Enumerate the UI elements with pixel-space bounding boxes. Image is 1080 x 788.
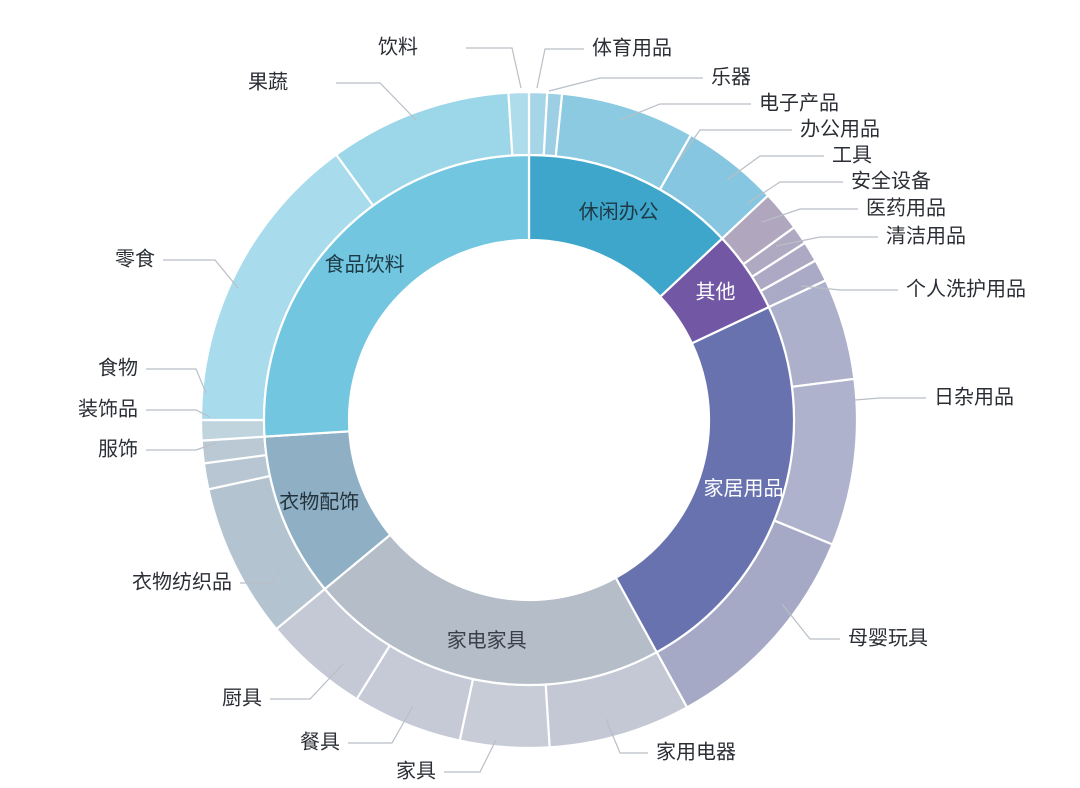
leader-line bbox=[146, 442, 217, 451]
leader-line bbox=[548, 77, 703, 92]
leader-line bbox=[336, 82, 417, 121]
leader-line bbox=[146, 368, 207, 394]
leader-line bbox=[240, 562, 285, 584]
outer-ring-group: 体育用品乐器电子产品办公用品工具安全设备医药用品清洁用品个人洗护用品日杂用品母婴… bbox=[199, 90, 859, 750]
outer-ring-callout-label: 电子产品 bbox=[759, 91, 839, 114]
outer-ring-callout-label: 清洁用品 bbox=[886, 224, 966, 247]
leader-line bbox=[854, 397, 926, 401]
outer-ring-callout-label: 办公用品 bbox=[800, 117, 880, 140]
leader-line bbox=[444, 739, 497, 773]
inner-ring-label: 家居用品 bbox=[704, 477, 784, 500]
leader-line bbox=[536, 48, 584, 89]
outer-ring-callout-label: 安全设备 bbox=[851, 169, 931, 192]
inner-ring-segment[interactable]: 食品饮料 bbox=[262, 153, 531, 438]
leader-line bbox=[677, 129, 792, 162]
outer-ring-callout-label: 装饰品 bbox=[78, 397, 138, 420]
outer-ring-callout-label: 家用电器 bbox=[656, 740, 736, 763]
inner-ring-label: 衣物配饰 bbox=[279, 490, 359, 513]
inner-ring-label: 家电家具 bbox=[447, 629, 527, 652]
outer-ring-callout-label: 母婴玩具 bbox=[848, 627, 928, 649]
leader-line bbox=[775, 236, 878, 247]
outer-ring-callout-label: 果蔬 bbox=[248, 70, 288, 93]
leader-line bbox=[605, 718, 648, 754]
outer-ring-callout-label: 衣物纺织品 bbox=[132, 570, 232, 593]
inner-ring-label: 食品饮料 bbox=[325, 253, 405, 276]
inner-ring-segment[interactable]: 家电家具 bbox=[323, 533, 659, 687]
outer-ring-callout-label: 家具 bbox=[396, 759, 436, 782]
outer-ring-callout-label: 个人洗护用品 bbox=[906, 277, 1026, 300]
inner-ring-segment[interactable]: 家居用品 bbox=[614, 305, 796, 654]
leader-line bbox=[348, 705, 414, 744]
outer-ring-callout-label: 厨具 bbox=[222, 687, 262, 709]
outer-ring-segment[interactable]: 饮料 bbox=[507, 90, 531, 157]
outer-ring-segment[interactable]: 家具 bbox=[458, 677, 551, 750]
inner-ring-label: 休闲办公 bbox=[579, 200, 659, 223]
leader-line bbox=[781, 603, 840, 640]
callout-label-group: 饮料果蔬体育用品乐器电子产品办公用品工具安全设备医药用品清洁用品个人洗护用品日杂… bbox=[78, 35, 1026, 782]
leader-line bbox=[619, 103, 751, 121]
outer-ring-callout-label: 体育用品 bbox=[592, 36, 672, 59]
leader-line bbox=[800, 285, 898, 291]
leader-line-group bbox=[146, 47, 926, 773]
outer-ring-segment[interactable]: 食物 bbox=[199, 418, 266, 442]
outer-ring-callout-label: 饮料 bbox=[378, 35, 418, 58]
leader-line bbox=[146, 409, 211, 418]
outer-ring-callout-label: 零食 bbox=[115, 247, 155, 270]
outer-ring-callout-label: 食物 bbox=[98, 356, 138, 379]
leader-line bbox=[466, 47, 522, 89]
leader-line bbox=[270, 663, 344, 700]
outer-ring-callout-label: 乐器 bbox=[711, 65, 751, 88]
inner-ring-label: 其他 bbox=[696, 281, 736, 304]
outer-ring-callout-label: 餐具 bbox=[300, 730, 340, 753]
leader-line bbox=[163, 259, 239, 289]
leader-line bbox=[747, 181, 843, 204]
outer-ring-callout-label: 日杂用品 bbox=[934, 385, 1014, 408]
leader-line bbox=[726, 155, 824, 181]
leader-line bbox=[761, 208, 858, 223]
outer-ring-callout-label: 服饰 bbox=[98, 437, 138, 460]
outer-ring-callout-label: 工具 bbox=[832, 144, 872, 166]
outer-ring-callout-label: 医药用品 bbox=[866, 196, 946, 219]
